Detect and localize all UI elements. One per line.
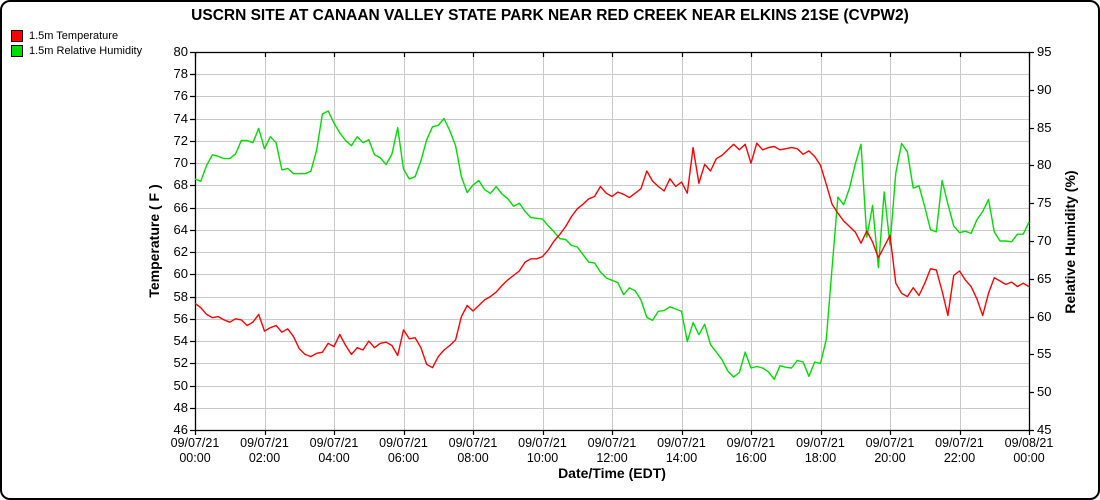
- y-left-axis-title: Temperature ( F ): [146, 184, 162, 298]
- x-tick-label: 09/07/21 16:00: [726, 436, 776, 465]
- y-left-tick-label: 72: [173, 132, 188, 148]
- y-left-tick-label: 58: [173, 288, 188, 304]
- y-left-tick-label: 78: [173, 66, 188, 82]
- x-tick-label: 09/07/21 02:00: [240, 436, 289, 465]
- x-tick-label: 09/07/21 10:00: [518, 436, 567, 465]
- y-left-tick-label: 48: [173, 399, 188, 415]
- y-right-tick-label: 65: [1037, 270, 1052, 286]
- legend-label-humidity: 1.5m Relative Humidity: [29, 44, 143, 57]
- y-right-tick-label: 55: [1037, 346, 1052, 362]
- x-tick-label: 09/07/21 22:00: [935, 436, 984, 465]
- chart-title: USCRN SITE AT CANAAN VALLEY STATE PARK N…: [191, 7, 909, 24]
- legend: 1.5m Temperature 1.5m Relative Humidity: [11, 28, 142, 58]
- y-right-tick-label: 70: [1037, 233, 1052, 248]
- y-right-tick-label: 75: [1037, 195, 1052, 211]
- y-left-tick-label: 76: [173, 88, 188, 104]
- y-left-tick-label: 56: [173, 310, 188, 326]
- legend-item-temperature: 1.5m Temperature: [11, 28, 142, 43]
- x-tick-label: 09/07/21 12:00: [587, 436, 637, 465]
- x-tick-label: 09/08/21 00:00: [1004, 436, 1054, 465]
- y-right-tick-label: 50: [1037, 384, 1052, 400]
- y-left-tick-label: 46: [173, 422, 188, 437]
- x-tick-label: 09/07/21 08:00: [448, 436, 498, 465]
- y-left-tick-label: 62: [173, 244, 188, 260]
- humidity-line: [194, 110, 1030, 380]
- x-tick-label: 09/07/21 06:00: [379, 436, 428, 465]
- y-left-tick-label: 50: [173, 377, 188, 393]
- y-left-tick-label: 54: [173, 333, 188, 349]
- y-left-tick-label: 68: [173, 177, 188, 193]
- y-right-axis-title: Relative Humidity (%): [1062, 170, 1078, 314]
- y-right-tick-label: 95: [1037, 44, 1052, 59]
- y-left-tick-label: 80: [173, 44, 188, 59]
- y-right-tick-label: 85: [1037, 119, 1052, 135]
- y-left-tick-label: 66: [173, 199, 188, 215]
- y-left-tick-label: 60: [173, 266, 188, 282]
- y-right-tick-label: 45: [1037, 422, 1052, 437]
- y-left-tick-label: 70: [173, 155, 188, 171]
- temperature-swatch-icon: [11, 29, 23, 42]
- x-tick-label: 09/07/21 18:00: [796, 436, 845, 465]
- temperature-line: [194, 142, 1030, 369]
- x-axis-title: Date/Time (EDT): [558, 465, 666, 481]
- y-right-tick-label: 80: [1037, 157, 1052, 173]
- humidity-swatch-icon: [11, 44, 23, 57]
- x-tick-label: 09/07/21 04:00: [309, 436, 359, 465]
- y-left-tick-label: 74: [173, 110, 188, 126]
- x-tick-label: 09/07/21 20:00: [865, 436, 915, 465]
- y-right-tick-label: 60: [1037, 308, 1052, 324]
- legend-label-temperature: 1.5m Temperature: [29, 29, 119, 42]
- y-left-tick-label: 64: [173, 221, 188, 237]
- y-right-tick-label: 90: [1037, 81, 1052, 97]
- legend-item-humidity: 1.5m Relative Humidity: [11, 43, 142, 58]
- x-tick-label: 09/07/21 14:00: [657, 436, 706, 465]
- y-left-tick-label: 52: [173, 355, 188, 371]
- x-tick-label: 09/07/21 00:00: [170, 436, 220, 465]
